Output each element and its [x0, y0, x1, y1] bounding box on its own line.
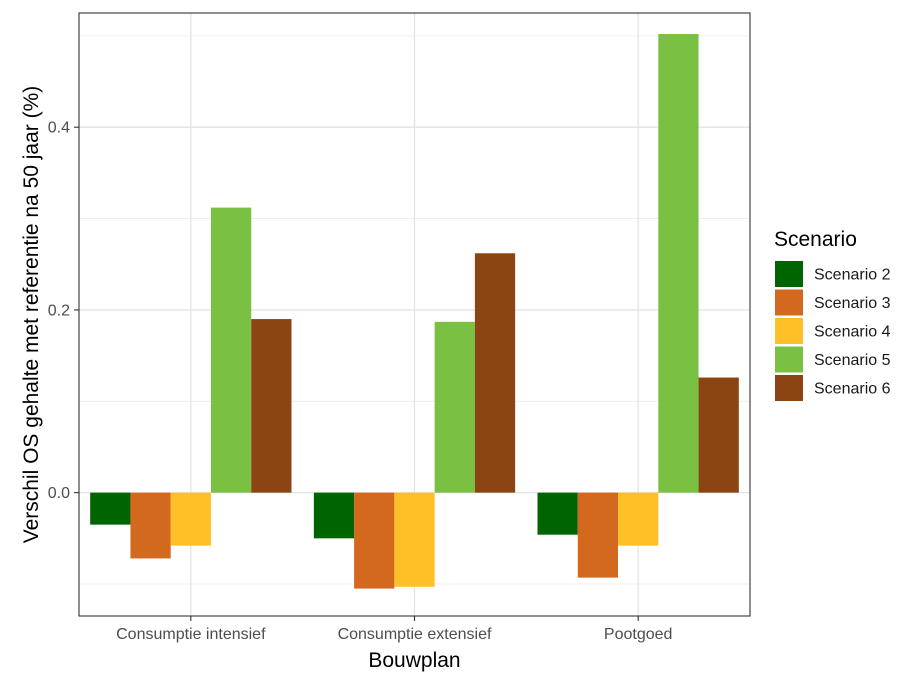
- legend-label: Scenario 4: [814, 324, 891, 341]
- axes: 0.0 0.2 0.4 Consumptie intensief Consumptie …: [48, 120, 673, 643]
- x-axis-title: Bouwplan: [368, 649, 460, 672]
- bar: [618, 492, 659, 546]
- legend-swatch: [775, 346, 803, 373]
- bar: [394, 492, 435, 587]
- legend-label: Scenario 2: [814, 267, 891, 284]
- y-tick-label: 0.2: [48, 302, 70, 319]
- bar: [434, 321, 475, 493]
- legend-swatch: [775, 375, 803, 401]
- bar: [577, 492, 619, 578]
- legend: Scenario Scenario 2 Scenario 3 Scenario 4 S…: [774, 228, 891, 401]
- x-tick-label: Consumptie extensief: [338, 626, 492, 643]
- legend-title: Scenario: [774, 228, 857, 251]
- bars: [90, 34, 739, 589]
- legend-swatch: [775, 318, 803, 344]
- bar: [90, 492, 131, 525]
- bar: [537, 492, 578, 535]
- bar: [474, 253, 516, 493]
- y-axis-title: Verschil OS gehalte met referentie na 50…: [20, 86, 43, 544]
- x-tick-label: Pootgoed: [604, 626, 673, 643]
- legend-swatch: [775, 289, 803, 316]
- bar: [130, 492, 171, 559]
- bar: [313, 492, 355, 539]
- y-tick-label: 0.0: [48, 485, 70, 502]
- bar: [698, 377, 739, 493]
- legend-swatch: [775, 261, 803, 287]
- legend-label: Scenario 3: [814, 295, 891, 312]
- x-tick-label: Consumptie intensief: [116, 626, 266, 643]
- bar: [170, 492, 211, 546]
- bar: [210, 207, 252, 493]
- legend-label: Scenario 6: [814, 381, 891, 398]
- bar: [658, 34, 699, 493]
- bar: [251, 319, 292, 493]
- bar: [354, 492, 395, 589]
- y-tick-label: 0.4: [48, 120, 70, 137]
- legend-label: Scenario 5: [814, 352, 891, 369]
